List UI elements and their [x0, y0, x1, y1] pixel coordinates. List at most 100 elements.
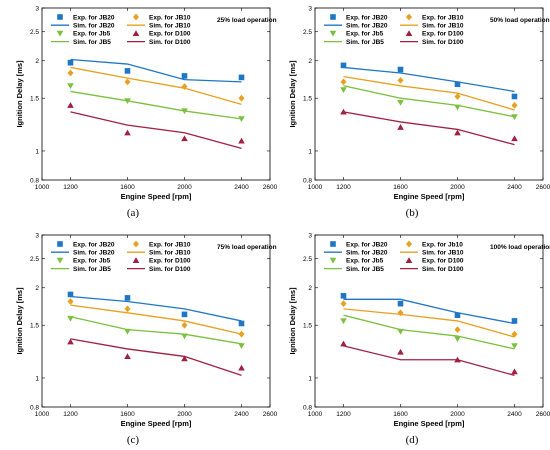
exp-point-d100 — [340, 340, 347, 347]
exp-point-d100 — [67, 338, 74, 345]
y-tick-label: 3 — [308, 232, 312, 239]
legend-marker — [132, 30, 140, 36]
exp-point-jb10 — [181, 83, 188, 90]
panel-caption: (a) — [127, 207, 140, 219]
exp-point-jb5 — [511, 343, 518, 350]
exp-point-d100 — [238, 137, 245, 144]
legend-marker — [330, 241, 336, 247]
chart-panel-2: 1000 1200 1600 2000 2400 2600 0.8 1 1.5 2 2.5 3 Engi… — [288, 5, 550, 201]
x-tick-label: 1600 — [120, 184, 135, 191]
chart-panel-4: 1000 1200 1600 2000 2400 2600 0.8 1 1.5 2 2.5 3 Engi… — [288, 232, 550, 428]
legend-label: Exp. for Jb5 — [346, 31, 384, 38]
y-axis-label: Ignition Delay [ms] — [288, 60, 297, 128]
legend-label: Sim. for JB5 — [346, 39, 384, 46]
y-axis-label: Ignition Delay [ms] — [15, 60, 24, 128]
exp-point-d100 — [454, 356, 461, 363]
legend-label: Sim. for JB10 — [149, 23, 191, 30]
exp-point-d100 — [124, 129, 131, 136]
exp-point-jb10 — [454, 326, 461, 334]
exp-point-jb5 — [397, 100, 404, 106]
x-tick-label: 2600 — [536, 411, 550, 418]
exp-point-d100 — [181, 355, 188, 362]
exp-point-jb5 — [67, 315, 74, 322]
y-tick-label: 1.5 — [30, 322, 39, 329]
legend-label: Exp. for JB20 — [346, 241, 388, 248]
sim-line-jb20 — [70, 295, 242, 322]
y-tick-label: 1 — [35, 375, 39, 382]
y-axis-label: Ignition Delay [ms] — [15, 287, 24, 355]
sim-line-jb20 — [343, 298, 515, 325]
load-annotation: 50% load operation — [490, 17, 550, 24]
legend-marker — [57, 14, 63, 20]
exp-point-jb5 — [340, 87, 347, 94]
x-tick-label: 1000 — [308, 411, 323, 418]
plot-area — [314, 234, 544, 408]
legend-label: Exp. for Jb5 — [73, 258, 111, 265]
exp-point-jb5 — [124, 98, 131, 105]
legend: Exp. for JB20 Exp. for JB10 Sim. for JB20 S… — [51, 240, 191, 273]
y-tick-label: 1 — [35, 148, 39, 155]
legend-label: Sim. for JB5 — [73, 266, 111, 273]
legend: Exp. for JB20 Exp. for Jb10 Sim. for JB20 S… — [324, 240, 464, 273]
exp-point-jb10 — [238, 94, 245, 102]
exp-point-jb5 — [511, 114, 518, 121]
x-tick-label: 1000 — [35, 411, 50, 418]
legend-marker — [330, 14, 336, 20]
exp-point-d100 — [397, 348, 404, 355]
y-tick-label: 1.5 — [303, 95, 312, 102]
sim-line-jb5 — [70, 90, 242, 120]
plot-area — [41, 7, 271, 181]
y-tick-label: 1.5 — [303, 322, 312, 329]
exp-point-jb5 — [181, 333, 188, 340]
exp-point-jb20 — [181, 311, 188, 318]
legend-label: Exp. for Jb10 — [422, 241, 463, 248]
y-tick-label: 2.5 — [30, 29, 39, 36]
load-annotation: 75% load operation — [217, 244, 277, 251]
legend-label: Exp. for JB10 — [422, 14, 464, 21]
exp-point-d100 — [511, 135, 518, 142]
legend-label: Exp. for Jb5 — [346, 258, 384, 265]
load-annotation: 25% load operation — [217, 17, 277, 24]
exp-point-jb10 — [238, 330, 245, 338]
legend-marker — [133, 240, 139, 248]
y-tick-label: 2.5 — [30, 256, 39, 263]
sim-line-d100 — [343, 345, 515, 377]
legend-marker — [56, 257, 64, 264]
legend-label: Sim. for D100 — [149, 266, 191, 273]
sim-line-d100 — [343, 111, 515, 146]
legend-label: Sim. for JB5 — [346, 266, 384, 273]
x-axis-label: Engine Speed [rpm] — [121, 192, 192, 201]
y-tick-label: 1.5 — [30, 95, 39, 102]
legend-label: Exp. for D100 — [422, 31, 464, 38]
exp-point-d100 — [124, 353, 131, 360]
exp-point-jb5 — [238, 343, 245, 350]
x-tick-label: 2400 — [507, 184, 522, 191]
legend-label: Sim. for D100 — [422, 266, 464, 273]
exp-point-jb10 — [181, 321, 188, 329]
legend: Exp. for JB20 Exp. for JB10 Sim. for JB20 S… — [51, 13, 191, 46]
exp-point-jb10 — [124, 305, 131, 313]
exp-point-jb20 — [454, 81, 461, 88]
x-tick-label: 1000 — [308, 184, 323, 191]
exp-point-jb10 — [124, 78, 131, 86]
legend-label: Exp. for JB20 — [73, 241, 115, 248]
legend-label: Sim. for JB20 — [73, 250, 115, 257]
exp-point-jb20 — [124, 68, 131, 74]
plot-area — [314, 7, 544, 181]
legend-label: Sim. for JB20 — [346, 23, 388, 30]
exp-point-jb5 — [67, 83, 74, 89]
x-tick-label: 2400 — [234, 411, 249, 418]
legend-label: Exp. for JB20 — [346, 14, 388, 21]
x-axis-label: Engine Speed [rpm] — [394, 192, 465, 201]
exp-point-jb10 — [340, 300, 347, 308]
x-tick-label: 2400 — [507, 411, 522, 418]
x-tick-label: 2400 — [234, 184, 249, 191]
x-tick-label: 2000 — [177, 184, 192, 191]
sim-line-jb5 — [70, 316, 242, 345]
y-tick-label: 3 — [308, 5, 312, 12]
legend-label: Sim. for JB5 — [73, 39, 111, 46]
sim-line-jb20 — [70, 58, 242, 83]
exp-point-jb5 — [454, 104, 461, 111]
legend-label: Sim. for JB20 — [346, 250, 388, 257]
legend: Exp. for JB20 Exp. for JB10 Sim. for JB20 S… — [324, 13, 464, 46]
